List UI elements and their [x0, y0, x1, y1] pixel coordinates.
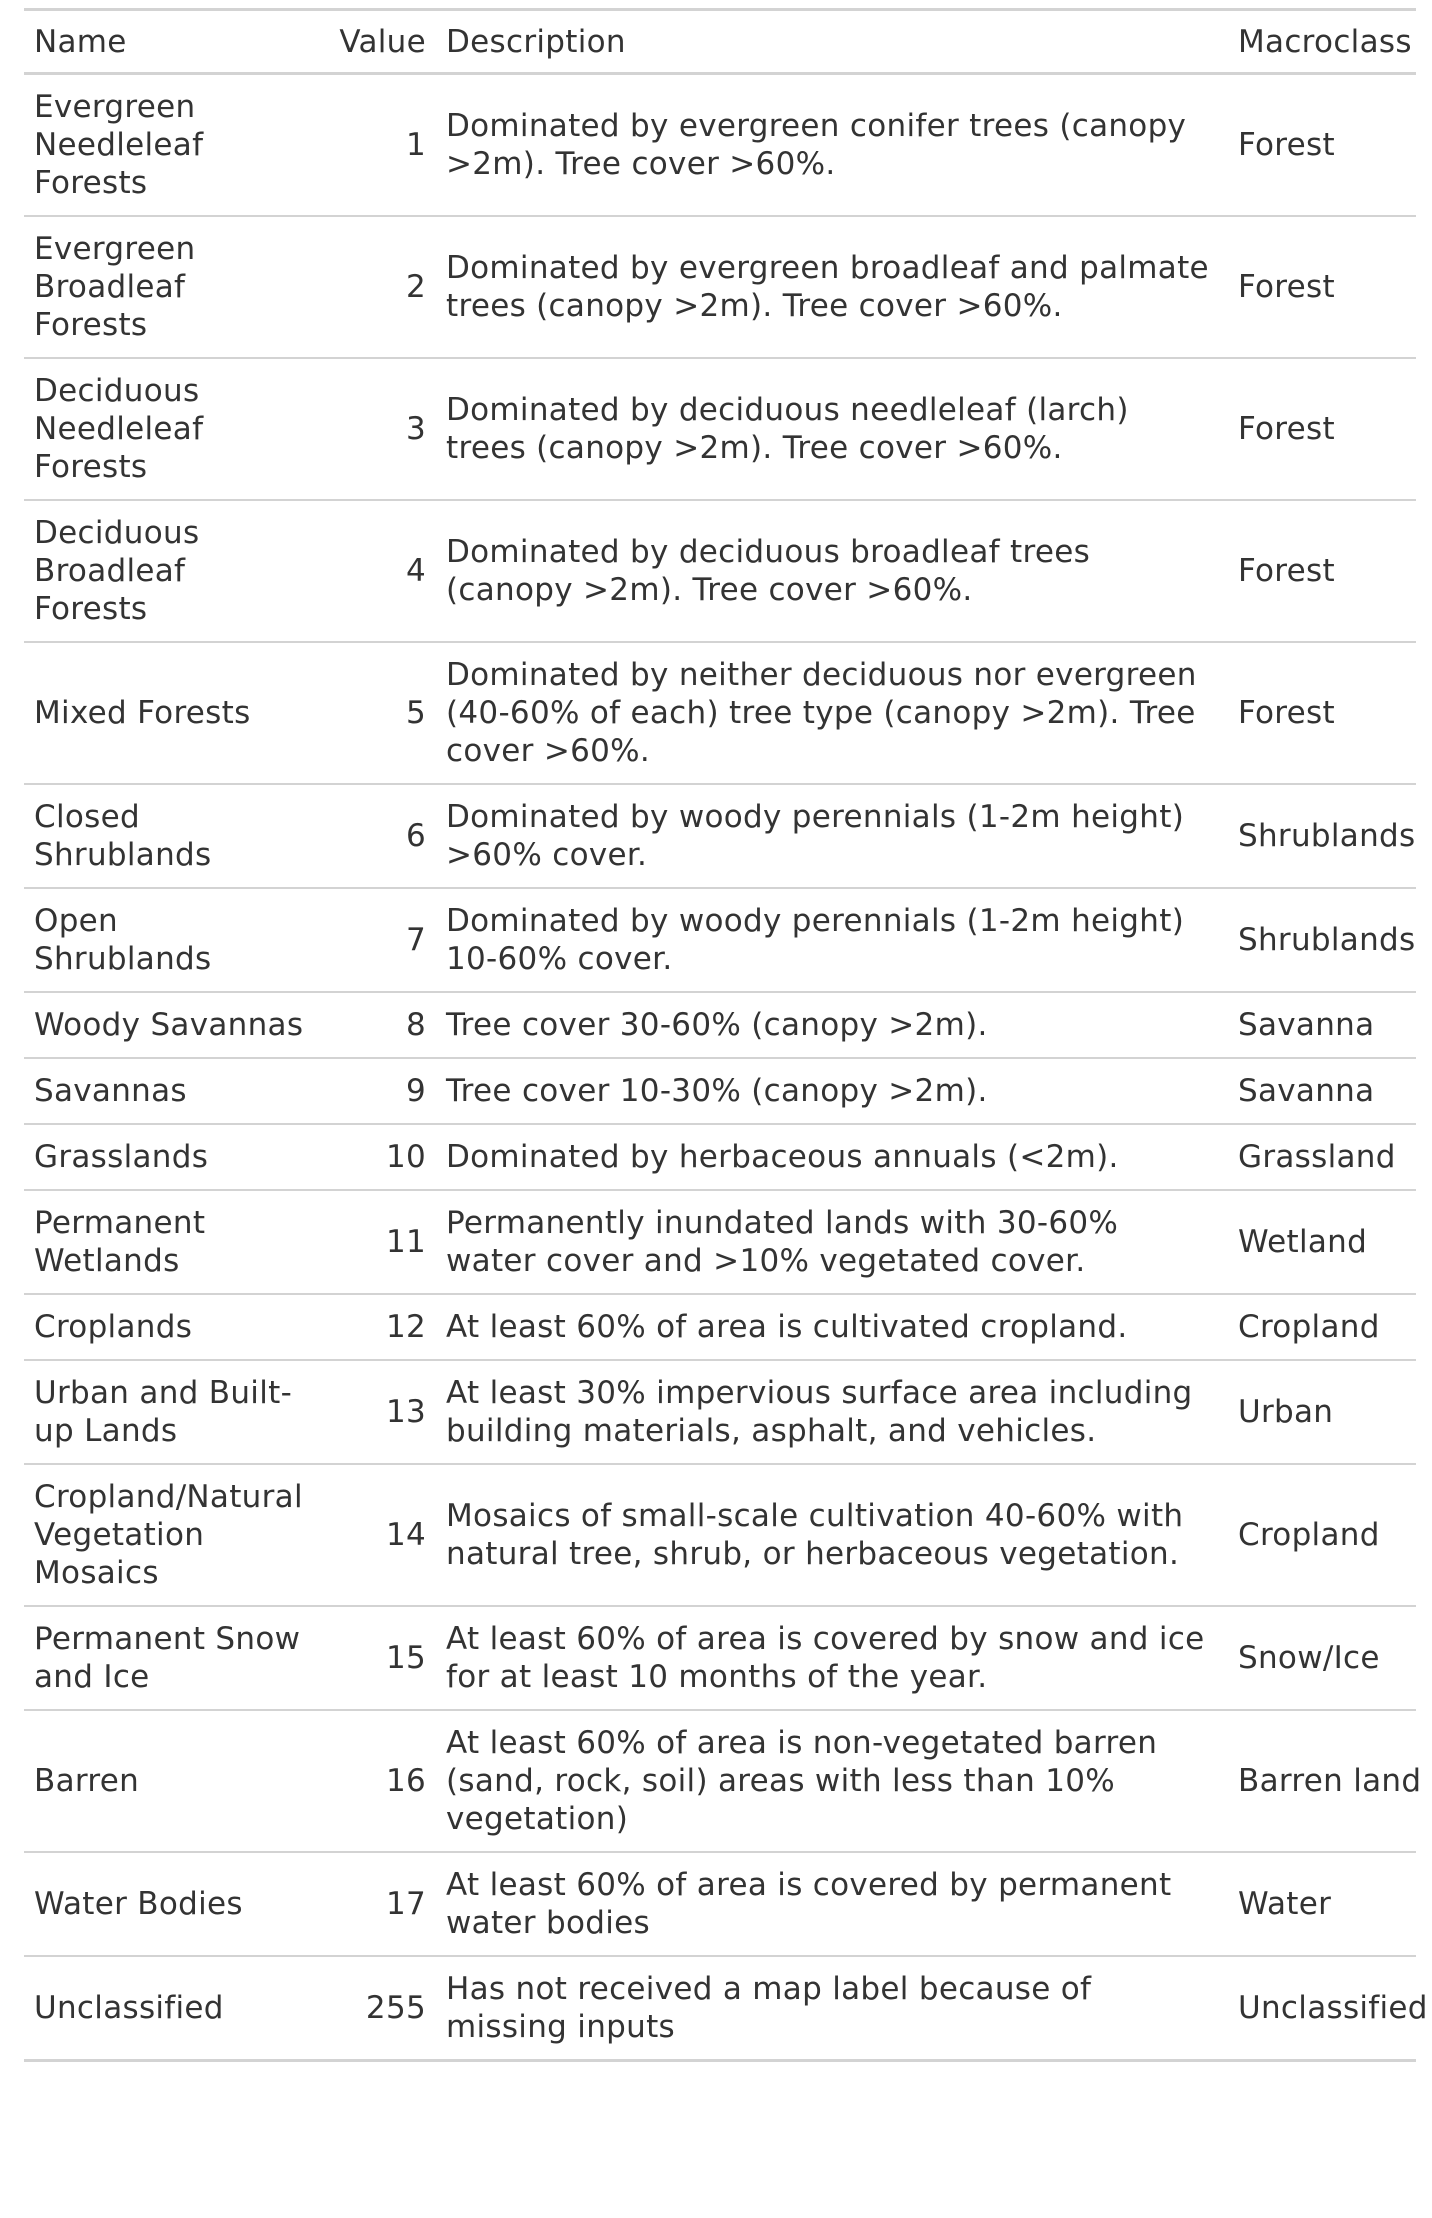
table-row: Urban and Built-up Lands 13 At least 30% i… [24, 1360, 1416, 1465]
cell-name: Evergreen Needleleaf Forests [24, 73, 314, 217]
cell-name: Permanent Snow and Ice [24, 1606, 314, 1711]
cell-description: Dominated by herbaceous annuals (<2m). [436, 1124, 1228, 1191]
cell-name: Open Shrublands [24, 888, 314, 993]
table-row: Closed Shrublands 6 Dominated by woody per… [24, 784, 1416, 889]
cell-macroclass: Urban [1228, 1360, 1416, 1465]
land-cover-table: Name Value Description Macroclass Evergr… [24, 8, 1427, 2062]
cell-macroclass: Forest [1228, 216, 1416, 359]
cell-macroclass: Cropland [1228, 1464, 1416, 1607]
cell-macroclass: Forest [1228, 73, 1416, 217]
cell-macroclass: Grassland [1228, 1124, 1416, 1191]
table-row: Open Shrublands 7 Dominated by woody peren… [24, 888, 1416, 993]
cell-name: Barren [24, 1710, 314, 1853]
cell-name: Unclassified [24, 1956, 314, 2062]
cell-macroclass: Wetland [1228, 1190, 1416, 1295]
table-row: Cropland/Natural Vegetation Mosaics 14 Mos… [24, 1464, 1416, 1607]
cell-description: Has not received a map label because of … [436, 1956, 1228, 2062]
cell-name: Evergreen Broadleaf Forests [24, 216, 314, 359]
cell-description: Tree cover 10-30% (canopy >2m). [436, 1058, 1228, 1125]
cell-name: Croplands [24, 1294, 314, 1361]
cell-value: 15 [314, 1606, 436, 1711]
cell-name: Mixed Forests [24, 642, 314, 785]
cell-description: Dominated by deciduous needleleaf (larch… [436, 358, 1228, 501]
cell-description: Dominated by evergreen conifer trees (ca… [436, 73, 1228, 217]
table-row: Permanent Wetlands 11 Permanently inundate… [24, 1190, 1416, 1295]
cell-value: 3 [314, 358, 436, 501]
table-row: Evergreen Broadleaf Forests 2 Dominated by… [24, 216, 1416, 359]
table-row: Grasslands 10 Dominated by herbaceous annu… [24, 1124, 1416, 1191]
header-macroclass: Macroclass [1228, 8, 1416, 75]
cell-macroclass: Barren land [1228, 1710, 1421, 1853]
cell-description: Dominated by woody perennials (1-2m heig… [436, 888, 1228, 993]
cell-name: Water Bodies [24, 1852, 314, 1957]
cell-name: Permanent Wetlands [24, 1190, 314, 1295]
cell-name: Deciduous Broadleaf Forests [24, 500, 314, 643]
table-row: Permanent Snow and Ice 15 At least 60% of … [24, 1606, 1416, 1711]
cell-description: At least 60% of area is covered by perma… [436, 1852, 1228, 1957]
table-row: Croplands 12 At least 60% of area is culti… [24, 1294, 1416, 1361]
cell-name: Cropland/Natural Vegetation Mosaics [24, 1464, 314, 1607]
table-row: Barren 16 At least 60% of area is non-vege… [24, 1710, 1421, 1853]
cell-name: Savannas [24, 1058, 314, 1125]
cell-name: Urban and Built-up Lands [24, 1360, 314, 1465]
cell-value: 7 [314, 888, 436, 993]
cell-macroclass: Water [1228, 1852, 1416, 1957]
cell-description: At least 30% impervious surface area inc… [436, 1360, 1228, 1465]
cell-description: At least 60% of area is non-vegetated ba… [436, 1710, 1228, 1853]
cell-macroclass: Shrublands [1228, 784, 1416, 889]
table-row: Unclassified 255 Has not received a map la… [24, 1956, 1427, 2062]
cell-name: Deciduous Needleleaf Forests [24, 358, 314, 501]
table-row: Evergreen Needleleaf Forests 1 Dominated b… [24, 73, 1416, 217]
cell-value: 8 [314, 992, 436, 1059]
cell-value: 2 [314, 216, 436, 359]
cell-value: 255 [314, 1956, 436, 2062]
land-cover-table-container: Name Value Description Macroclass Evergr… [24, 8, 1427, 2062]
cell-macroclass: Cropland [1228, 1294, 1416, 1361]
cell-value: 16 [314, 1710, 436, 1853]
cell-name: Woody Savannas [24, 992, 314, 1059]
cell-macroclass: Savanna [1228, 1058, 1416, 1125]
cell-macroclass: Snow/Ice [1228, 1606, 1416, 1711]
header-name: Name [24, 8, 314, 75]
cell-macroclass: Forest [1228, 642, 1416, 785]
cell-macroclass: Forest [1228, 500, 1416, 643]
cell-value: 14 [314, 1464, 436, 1607]
cell-name: Grasslands [24, 1124, 314, 1191]
cell-description: At least 60% of area is cultivated cropl… [436, 1294, 1228, 1361]
cell-description: Dominated by deciduous broadleaf trees (… [436, 500, 1228, 643]
table-row: Savannas 9 Tree cover 10-30% (canopy >2m).… [24, 1058, 1416, 1125]
table-row: Woody Savannas 8 Tree cover 30-60% (canopy… [24, 992, 1416, 1059]
cell-value: 12 [314, 1294, 436, 1361]
cell-description: Dominated by evergreen broadleaf and pal… [436, 216, 1228, 359]
cell-description: Dominated by woody perennials (1-2m heig… [436, 784, 1228, 889]
cell-macroclass: Unclassified [1228, 1956, 1427, 2062]
cell-description: At least 60% of area is covered by snow … [436, 1606, 1228, 1711]
cell-name: Closed Shrublands [24, 784, 314, 889]
cell-value: 5 [314, 642, 436, 785]
cell-value: 13 [314, 1360, 436, 1465]
cell-description: Dominated by neither deciduous nor everg… [436, 642, 1228, 785]
cell-description: Tree cover 30-60% (canopy >2m). [436, 992, 1228, 1059]
cell-value: 1 [314, 73, 436, 217]
header-row: Name Value Description Macroclass [24, 8, 1416, 75]
table-row: Water Bodies 17 At least 60% of area is co… [24, 1852, 1416, 1957]
table-body: Evergreen Needleleaf Forests 1 Dominated b… [24, 73, 1427, 2062]
cell-value: 11 [314, 1190, 436, 1295]
table-row: Mixed Forests 5 Dominated by neither decid… [24, 642, 1416, 785]
cell-macroclass: Shrublands [1228, 888, 1416, 993]
cell-value: 4 [314, 500, 436, 643]
table-row: Deciduous Needleleaf Forests 3 Dominated b… [24, 358, 1416, 501]
header-value: Value [314, 8, 436, 75]
cell-value: 17 [314, 1852, 436, 1957]
table-header: Name Value Description Macroclass [24, 8, 1416, 75]
cell-value: 10 [314, 1124, 436, 1191]
cell-macroclass: Forest [1228, 358, 1416, 501]
table-row: Deciduous Broadleaf Forests 4 Dominated by… [24, 500, 1416, 643]
cell-description: Mosaics of small-scale cultivation 40-60… [436, 1464, 1228, 1607]
cell-value: 6 [314, 784, 436, 889]
cell-description: Permanently inundated lands with 30-60% … [436, 1190, 1228, 1295]
cell-value: 9 [314, 1058, 436, 1125]
header-description: Description [436, 8, 1228, 75]
cell-macroclass: Savanna [1228, 992, 1416, 1059]
